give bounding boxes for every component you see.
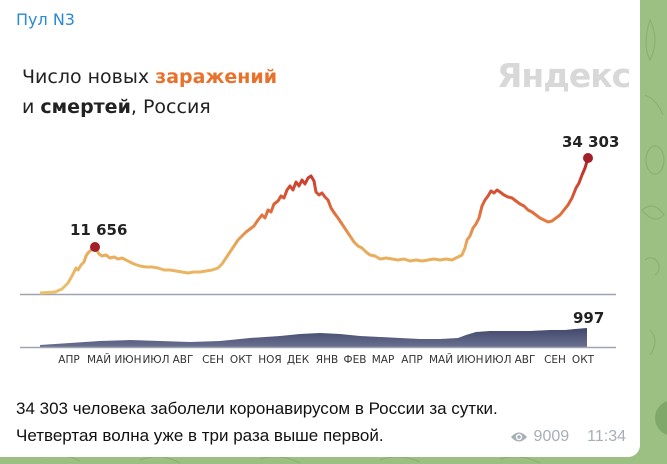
- month-label: ФЕВ: [343, 354, 367, 366]
- post-caption: 34 303 человека заболели коронавирусом в…: [16, 395, 498, 449]
- title-bold-deaths: смертей: [40, 96, 131, 118]
- month-label: МАЙ: [428, 354, 454, 366]
- views-count: 9009: [533, 428, 570, 445]
- chart-title: Число новых заражений и смертей, Россия: [22, 62, 277, 122]
- deaths-area: [40, 328, 587, 347]
- month-label: ДЕК: [286, 354, 310, 366]
- last-cases-label: 34 303: [562, 133, 620, 151]
- cases-line: [39, 157, 590, 295]
- caption-line-1: 34 303 человека заболели коронавирусом в…: [16, 399, 498, 418]
- month-label: СЕН: [544, 354, 566, 366]
- channel-name[interactable]: Пул N3: [16, 10, 75, 29]
- title-text: и: [22, 96, 41, 118]
- share-button[interactable]: [655, 400, 667, 436]
- post-meta: 9009 11:34: [510, 428, 626, 446]
- title-text: Число новых: [22, 66, 156, 88]
- yandex-watermark: Яндекс: [497, 56, 631, 95]
- month-label: АВГ: [514, 354, 536, 366]
- last-deaths-label: 997: [573, 309, 605, 327]
- title-text: , Россия: [130, 96, 211, 118]
- month-label: АВГ: [172, 354, 194, 366]
- month-label: ЯНВ: [315, 354, 339, 366]
- month-label: АПР: [58, 354, 80, 366]
- month-label: ОКТ: [229, 354, 253, 366]
- month-label: ИЮН: [114, 354, 142, 366]
- eye-icon: [510, 432, 527, 442]
- first-peak-marker: [90, 242, 100, 252]
- x-axis-months: АПР МАЙ ИЮН ИЮЛ АВГ СЕН ОКТ НОЯ ДЕК ЯНВ …: [0, 354, 640, 370]
- chart-image[interactable]: [0, 0, 640, 380]
- message-bubble: Пул N3 Число новых заражений и смертей, …: [0, 0, 640, 457]
- month-label: ИЮЛ: [484, 354, 512, 366]
- month-label: МАР: [371, 354, 395, 366]
- first-peak-label: 11 656: [70, 221, 128, 239]
- month-label: ОКТ: [571, 354, 595, 366]
- caption-line-2: Четвертая волна уже в три раза выше перв…: [16, 426, 384, 445]
- month-label: ИЮН: [456, 354, 484, 366]
- title-accent-infections: заражений: [155, 66, 278, 88]
- month-label: ИЮЛ: [142, 354, 170, 366]
- last-cases-marker: [583, 153, 593, 163]
- month-label: СЕН: [202, 354, 224, 366]
- month-label: МАЙ: [86, 354, 112, 366]
- month-label: АПР: [401, 354, 423, 366]
- post-time: 11:34: [587, 428, 626, 445]
- month-label: НОЯ: [258, 354, 282, 366]
